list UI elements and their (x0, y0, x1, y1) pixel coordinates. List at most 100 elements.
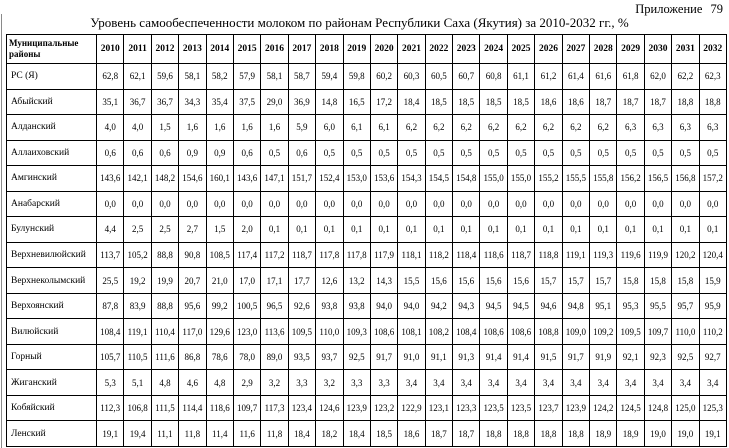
year-header: 2025 (506, 34, 536, 64)
value-cell: 6,1 (342, 114, 371, 141)
district-name: Анабарский (6, 190, 97, 218)
value-cell: 1,6 (232, 114, 262, 141)
value-cell: 0,0 (424, 190, 454, 218)
value-cell: 25,5 (95, 267, 125, 294)
year-header: 2020 (369, 34, 399, 64)
value-cell: 58,2 (205, 63, 234, 90)
value-cell: 110,4 (150, 318, 180, 345)
table-row: Анабарский 0,0 0,0 0,0 0,0 0,0 0,0 0,0 0,0 0,0 0,0… (6, 190, 728, 218)
value-cell: 1,5 (205, 216, 234, 243)
value-cell: 0,1 (397, 216, 426, 243)
value-cell: 109,3 (342, 318, 371, 345)
value-cell: 18,7 (643, 88, 673, 116)
table-row: Кобяйский 112,3 106,8 111,5 114,4 118,6 109,7 1… (6, 394, 728, 422)
value-cell: 35,1 (95, 88, 125, 116)
value-cell: 94,8 (561, 292, 591, 320)
corner-header: Муниципальные районы (6, 34, 97, 64)
value-cell: 15,6 (479, 267, 508, 294)
value-cell: 0,0 (698, 190, 728, 218)
value-cell: 95,1 (589, 292, 618, 320)
value-cell: 62,2 (671, 63, 700, 90)
value-cell: 0,5 (698, 139, 728, 167)
value-cell: 4,8 (150, 369, 180, 396)
year-header: 2017 (287, 34, 317, 64)
value-cell: 15,6 (424, 267, 454, 294)
value-cell: 108,4 (95, 318, 125, 345)
value-cell: 15,5 (397, 267, 426, 294)
value-cell: 57,9 (232, 63, 262, 90)
value-cell: 2,5 (123, 216, 152, 243)
value-cell: 142,1 (123, 165, 152, 192)
table-row: Вилюйский 108,4 119,1 110,4 117,0 129,6 123,0 1… (6, 318, 728, 345)
value-cell: 157,2 (698, 165, 728, 192)
value-cell: 14,8 (315, 88, 344, 116)
value-cell: 154,8 (452, 165, 481, 192)
value-cell: 0,5 (643, 139, 673, 167)
value-cell: 0,5 (534, 139, 563, 167)
year-header: 2029 (616, 34, 645, 64)
table-row: Верхнеколымский 25,5 19,2 19,9 20,7 21,0 17,0 1… (6, 267, 728, 294)
value-cell: 119,6 (616, 241, 645, 269)
value-cell: 18,5 (479, 88, 508, 116)
value-cell: 119,3 (589, 241, 618, 269)
value-cell: 0,5 (616, 139, 645, 167)
value-cell: 3,4 (671, 369, 700, 396)
value-cell: 1,6 (178, 114, 207, 141)
table-body: РС (Я) 62,8 62,1 59,6 58,1 58,2 57,9 58,1 58,7 59… (6, 63, 728, 447)
value-cell: 18,9 (589, 420, 618, 447)
value-cell: 58,1 (260, 63, 289, 90)
value-cell: 17,0 (232, 267, 262, 294)
value-cell: 155,2 (534, 165, 563, 192)
value-cell: 117,0 (178, 318, 207, 345)
value-cell: 91,0 (397, 343, 426, 371)
value-cell: 0,5 (589, 139, 618, 167)
value-cell: 18,7 (589, 88, 618, 116)
value-cell: 117,2 (260, 241, 289, 269)
value-cell: 94,5 (479, 292, 508, 320)
value-cell: 15,9 (698, 267, 728, 294)
value-cell: 6,3 (616, 114, 645, 141)
value-cell: 118,7 (287, 241, 317, 269)
value-cell: 0,0 (397, 190, 426, 218)
value-cell: 114,4 (178, 394, 207, 422)
value-cell: 0,6 (95, 139, 125, 167)
year-header: 2010 (95, 34, 125, 64)
value-cell: 95,6 (178, 292, 207, 320)
value-cell: 4,4 (95, 216, 125, 243)
value-cell: 19,0 (643, 420, 673, 447)
value-cell: 109,7 (232, 394, 262, 422)
value-cell: 108,4 (452, 318, 481, 345)
value-cell: 0,5 (260, 139, 289, 167)
table-row: Верхоянский 87,8 83,9 88,8 95,6 99,2 100,5 96,5… (6, 292, 728, 320)
district-name: Амгинский (6, 165, 97, 192)
value-cell: 94,6 (534, 292, 563, 320)
table-header: Муниципальные районы 2010 2011 2012 2013 2014… (6, 34, 728, 64)
value-cell: 118,1 (397, 241, 426, 269)
value-cell: 125,0 (671, 394, 700, 422)
value-cell: 123,7 (534, 394, 563, 422)
value-cell: 106,8 (123, 394, 152, 422)
value-cell: 151,7 (287, 165, 317, 192)
value-cell: 6,3 (643, 114, 673, 141)
value-cell: 18,2 (315, 420, 344, 447)
value-cell: 18,9 (616, 420, 645, 447)
value-cell: 117,9 (369, 241, 399, 269)
value-cell: 60,5 (424, 63, 454, 90)
value-cell: 18,4 (342, 420, 371, 447)
value-cell: 18,4 (287, 420, 317, 447)
value-cell: 6,2 (452, 114, 481, 141)
year-header: 2011 (123, 34, 152, 64)
value-cell: 123,4 (287, 394, 317, 422)
value-cell: 119,1 (123, 318, 152, 345)
value-cell: 118,4 (452, 241, 481, 269)
value-cell: 113,7 (95, 241, 125, 269)
district-name: Ленский (6, 420, 97, 447)
value-cell: 0,0 (369, 190, 399, 218)
value-cell: 0,0 (589, 190, 618, 218)
value-cell: 0,5 (452, 139, 481, 167)
value-cell: 94,0 (369, 292, 399, 320)
value-cell: 18,8 (506, 420, 536, 447)
value-cell: 100,5 (232, 292, 262, 320)
value-cell: 105,2 (123, 241, 152, 269)
value-cell: 147,1 (260, 165, 289, 192)
